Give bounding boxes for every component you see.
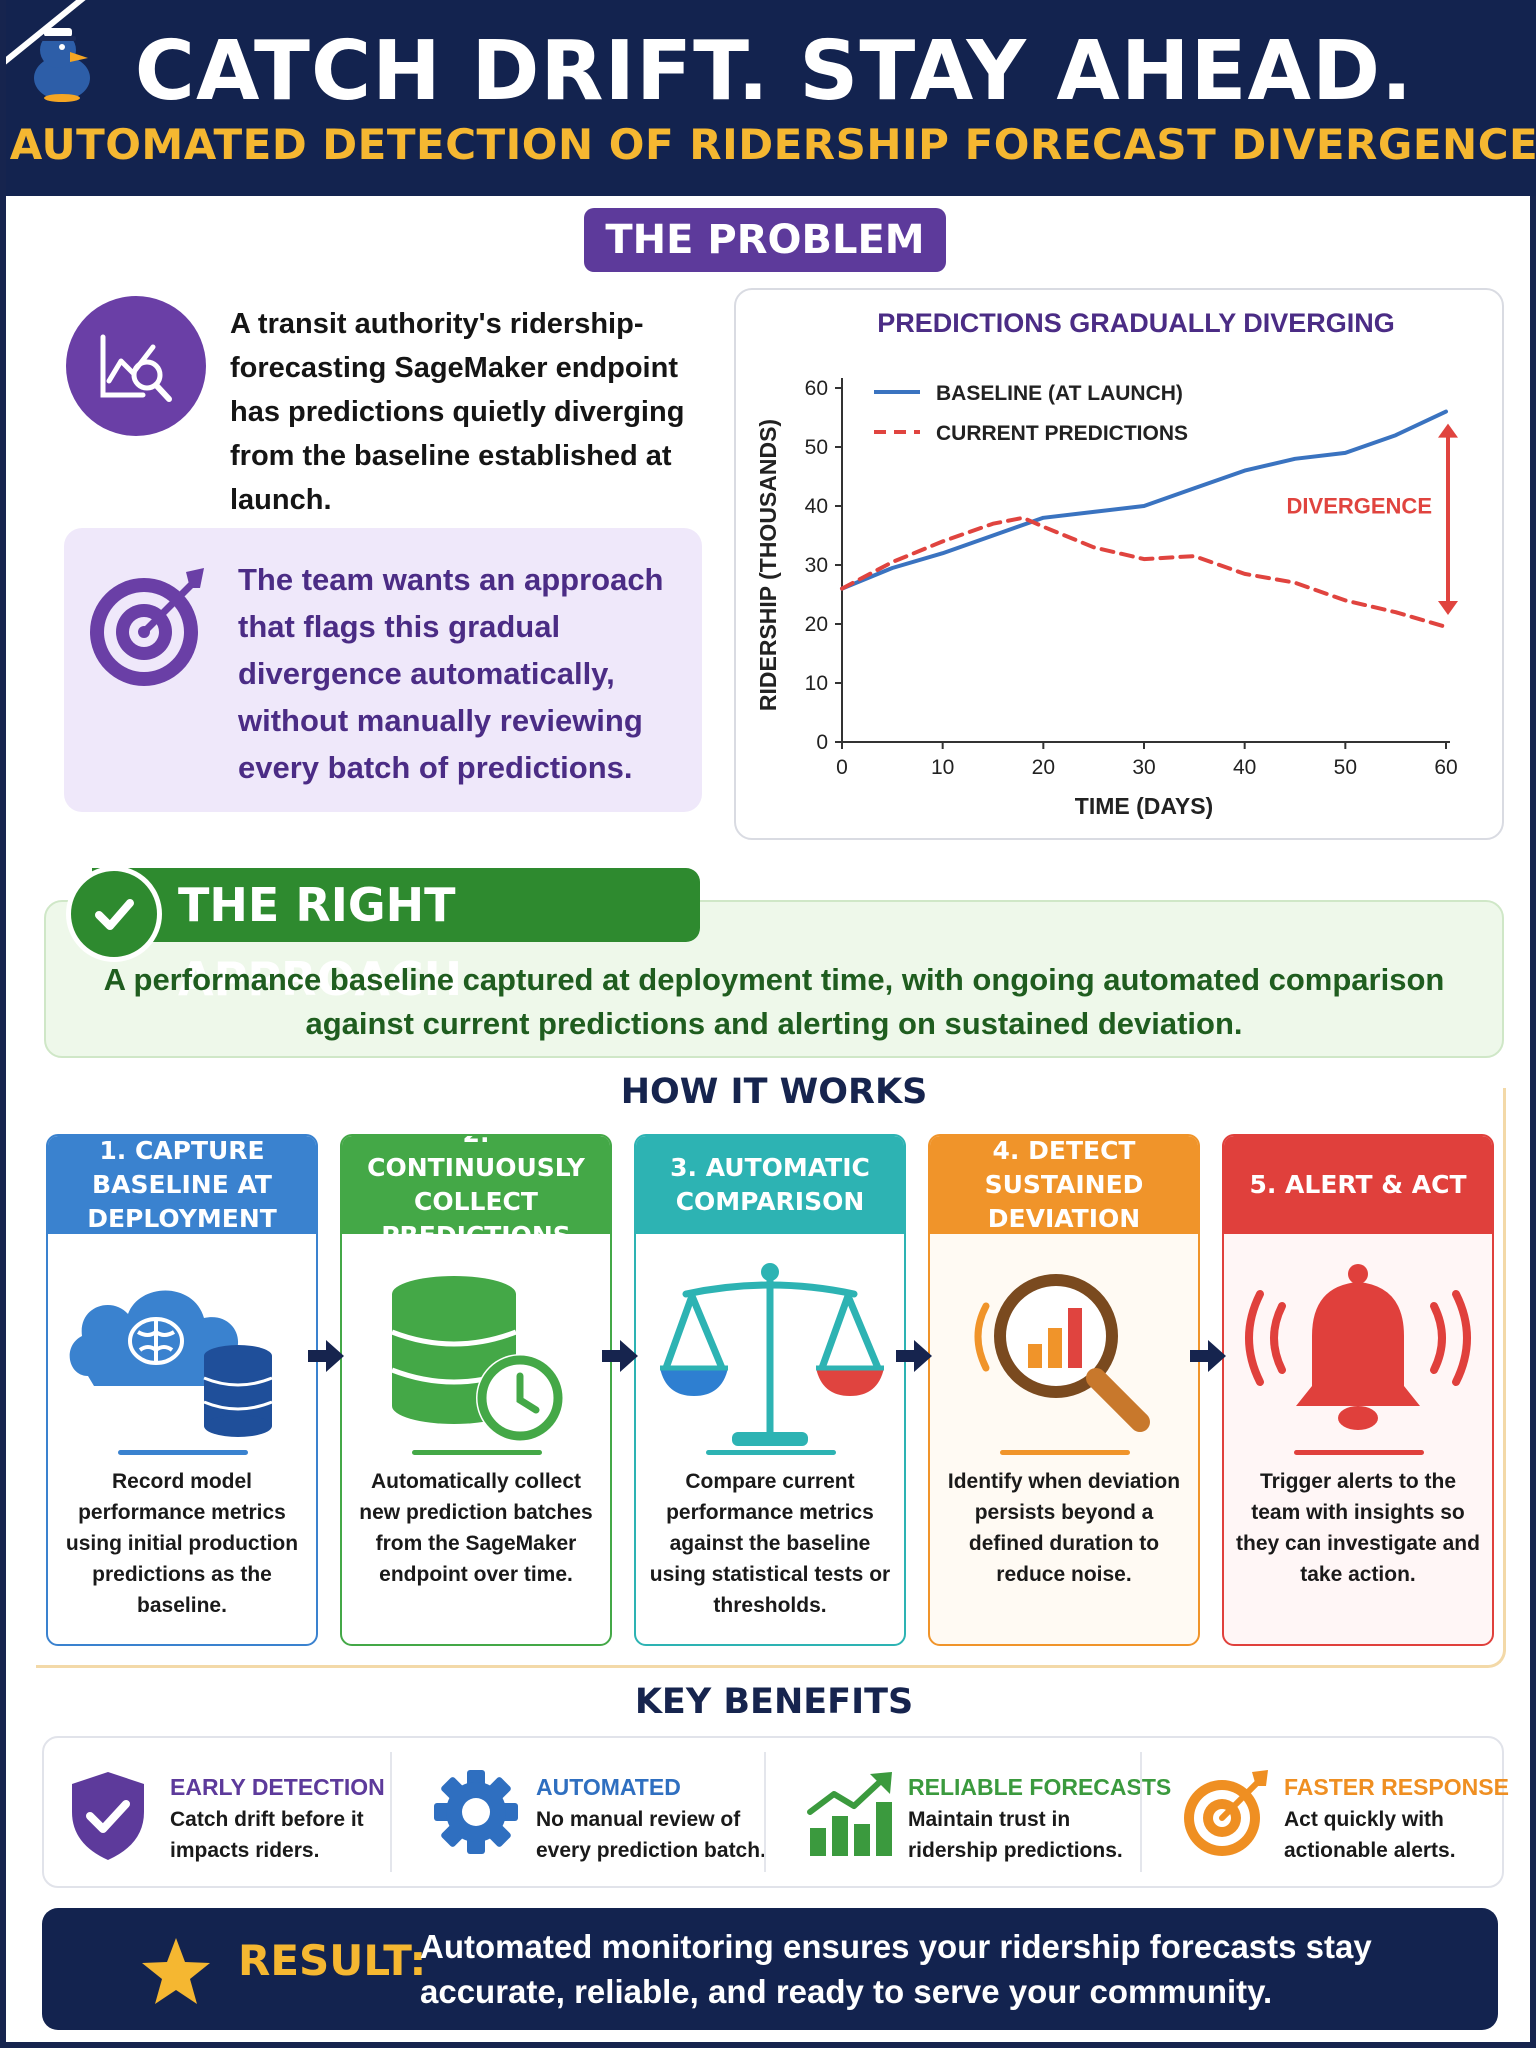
key-benefits-heading: KEY BENEFITS [634, 1682, 914, 1722]
balance-scale-icon [660, 1263, 884, 1446]
y-tick-label: 50 [805, 436, 828, 459]
arrow-right-icon [308, 1340, 344, 1372]
benefit-separator [1140, 1752, 1142, 1872]
step-title: 1. CAPTURE BASELINE AT DEPLOYMENT [48, 1136, 316, 1234]
x-tick-label: 50 [1334, 756, 1357, 779]
divergence-line-chart: PREDICTIONS GRADUALLY DIVERGING 0 10 20 30 4… [755, 308, 1458, 819]
step-alert-act: 5. ALERT & ACT Trigger alerts to the tea… [1222, 1134, 1494, 1646]
database-clock-icon [391, 1276, 564, 1442]
analytics-magnifier-icon [66, 296, 206, 436]
key-benefits-box: EARLY DETECTION Catch drift before it im… [42, 1736, 1509, 1888]
step-divider [706, 1450, 836, 1455]
magnifier-chart-icon [974, 1274, 1150, 1432]
checkmark-icon [66, 866, 162, 962]
step-collect-predictions: 2. CONTINUOUSLY COLLECT PREDICTIONS Auto… [340, 1134, 612, 1646]
x-axis-label: TIME (DAYS) [1075, 793, 1213, 819]
divergence-arrowhead-top [1438, 423, 1458, 438]
benefit-separator [390, 1752, 392, 1872]
approach-text: A performance baseline captured at deplo… [103, 962, 1445, 1041]
y-tick-label: 20 [805, 613, 828, 636]
step-divider [118, 1450, 248, 1455]
target-arrow-icon [1184, 1770, 1268, 1856]
cloud-brain-database-icon [69, 1290, 273, 1437]
benefit-automated: AUTOMATED No manual review of every pred… [416, 1738, 776, 1886]
step-description: Trigger alerts to the team with insights… [1236, 1470, 1480, 1586]
benefit-title: EARLY DETECTION [170, 1774, 385, 1800]
x-tick-label: 0 [836, 756, 848, 779]
y-tick-label: 60 [805, 377, 828, 400]
approach-heading: THE RIGHT APPROACH [92, 868, 700, 1006]
step-description: Automatically collect new prediction bat… [359, 1470, 593, 1586]
page-subtitle: AUTOMATED DETECTION OF RIDERSHIP FORECAS… [9, 120, 1536, 169]
step-title: 2. CONTINUOUSLY COLLECT PREDICTIONS [342, 1136, 610, 1250]
step-title: 3. AUTOMATIC COMPARISON [636, 1136, 904, 1234]
step-title: 5. ALERT & ACT [1224, 1136, 1492, 1234]
page-title: CATCH DRIFT. STAY AHEAD. [134, 24, 1414, 119]
benefit-faster-response: FASTER RESPONSE Act quickly with actiona… [1164, 1738, 1509, 1886]
result-banner: RESULT: Automated monitoring ensures you… [42, 1908, 1498, 2030]
legend-label: BASELINE (AT LAUNCH) [936, 382, 1183, 405]
step-description: Record model performance metrics using i… [65, 1470, 299, 1617]
benefit-title: FASTER RESPONSE [1284, 1774, 1509, 1800]
arrow-right-icon [602, 1340, 638, 1372]
step-divider [412, 1450, 542, 1455]
step-detect-deviation: 4. DETECT SUSTAINED DEVIATION Identify w… [928, 1134, 1200, 1646]
series-line-baseline-at-launch- [840, 409, 1448, 591]
chart-title: PREDICTIONS GRADUALLY DIVERGING [877, 308, 1395, 338]
how-it-works-heading: HOW IT WORKS [620, 1072, 928, 1112]
y-tick-label: 0 [816, 731, 828, 754]
problem-heading: THE PROBLEM [584, 208, 946, 272]
y-axis-label: RIDERSHIP (THOUSANDS) [755, 419, 781, 711]
duck-mascot-icon [34, 28, 90, 102]
goal-box: The team wants an approach that flags th… [64, 528, 702, 812]
shield-check-icon [72, 1772, 144, 1860]
step-description: Identify when deviation persists beyond … [947, 1470, 1181, 1586]
x-tick-label: 30 [1132, 756, 1155, 779]
divergence-annotation: DIVERGENCE [1287, 493, 1432, 518]
x-tick-label: 20 [1032, 756, 1055, 779]
benefit-description: No manual review of every prediction bat… [536, 1808, 766, 1862]
x-tick-label: 40 [1233, 756, 1256, 779]
benefit-separator [764, 1752, 766, 1872]
header-banner: CATCH DRIFT. STAY AHEAD. AUTOMATED DETEC… [6, 0, 1536, 196]
goal-statement: The team wants an approach that flags th… [238, 562, 664, 785]
benefit-title: AUTOMATED [536, 1774, 681, 1800]
benefit-title: RELIABLE FORECASTS [908, 1774, 1172, 1800]
divergence-chart-card: PREDICTIONS GRADUALLY DIVERGING 0 10 20 30 4… [734, 288, 1504, 840]
divergence-arrowhead-bottom [1438, 600, 1458, 615]
y-tick-label: 30 [805, 554, 828, 577]
step-title: 4. DETECT SUSTAINED DEVIATION [930, 1136, 1198, 1234]
star-icon [142, 1938, 210, 2004]
arrow-right-icon [896, 1340, 932, 1372]
benefit-reliable-forecasts: RELIABLE FORECASTS Maintain trust in rid… [788, 1738, 1171, 1886]
x-tick-label: 60 [1434, 756, 1457, 779]
benefit-early-detection: EARLY DETECTION Catch drift before it im… [50, 1738, 410, 1886]
benefit-description: Act quickly with actionable alerts. [1284, 1808, 1456, 1862]
benefit-description: Maintain trust in ridership predictions. [908, 1808, 1123, 1862]
step-divider [1000, 1450, 1130, 1455]
step-divider [1294, 1450, 1424, 1455]
step-description: Compare current performance metrics agai… [649, 1470, 891, 1617]
y-tick-label: 40 [805, 495, 828, 518]
legend-label: CURRENT PREDICTIONS [936, 422, 1188, 445]
growth-chart-icon [807, 1772, 892, 1856]
gear-icon [434, 1770, 518, 1854]
problem-statement: A transit authority's ridership-forecast… [230, 308, 685, 516]
arrow-right-icon [1190, 1340, 1226, 1372]
target-icon [90, 568, 204, 686]
y-tick-label: 10 [805, 672, 828, 695]
step-automatic-comparison: 3. AUTOMATIC COMPARISON Compare current … [634, 1134, 906, 1646]
x-tick-label: 10 [931, 756, 954, 779]
benefit-description: Catch drift before it impacts riders. [170, 1808, 364, 1862]
series-line-current-predictions [840, 515, 1448, 629]
how-it-works-frame [36, 1088, 1506, 1668]
alarm-bell-icon [1245, 1264, 1471, 1430]
step-capture-baseline: 1. CAPTURE BASELINE AT DEPLOYMENT Record… [46, 1134, 318, 1646]
result-label: RESULT: [238, 1936, 427, 1985]
result-text: Automated monitoring ensures your riders… [420, 1928, 1372, 2010]
